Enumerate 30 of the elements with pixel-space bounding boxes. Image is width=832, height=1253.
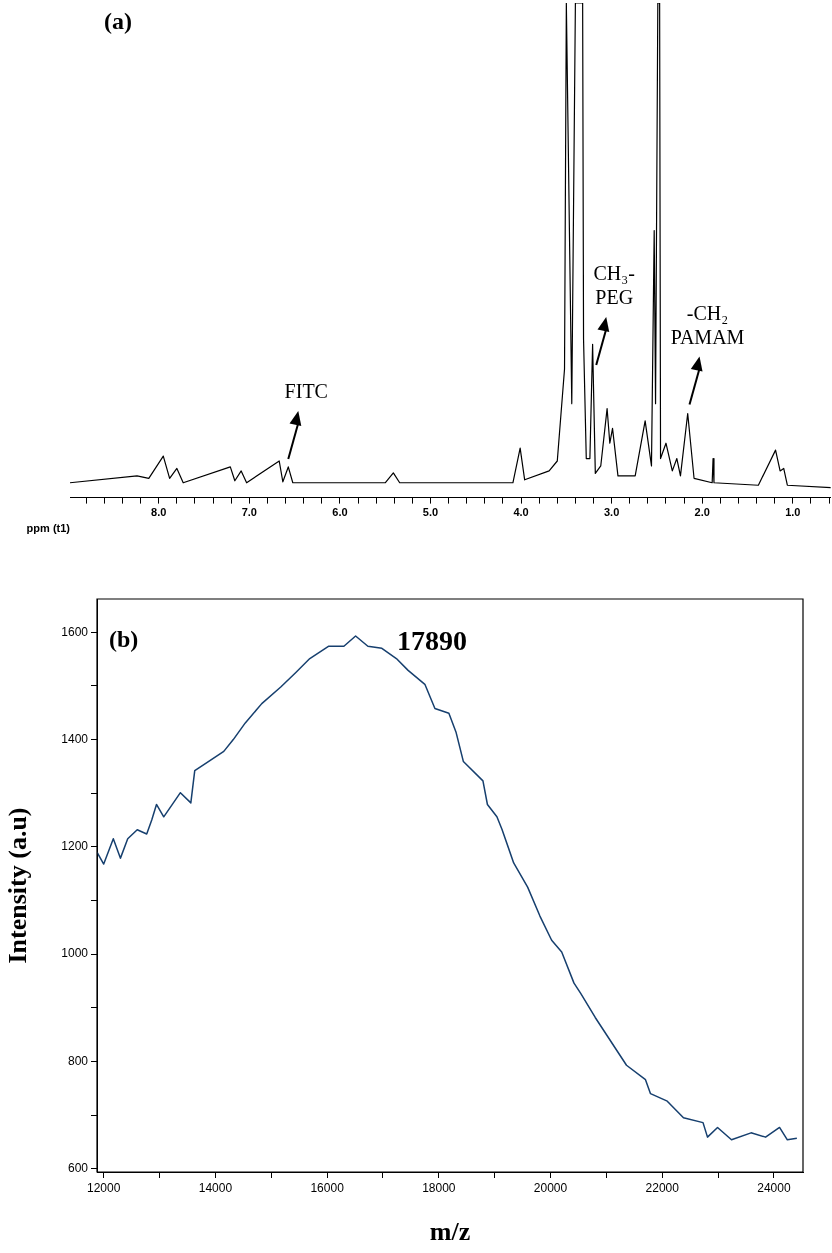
x-tick-label: 24000 (757, 1180, 791, 1195)
x-tick-label: 16000 (310, 1180, 345, 1195)
x-tick-label: 5.0 (422, 506, 439, 519)
x-tick-label: 4.0 (513, 506, 529, 519)
x-tick-label: 22000 (645, 1180, 680, 1195)
x-tick-label: 20000 (533, 1180, 568, 1195)
y-tick-label: 1400 (61, 731, 89, 746)
text: (b) (109, 626, 139, 653)
x-tick-label: 6.0 (332, 506, 348, 519)
x-tick-label: 3.0 (603, 506, 620, 519)
x-tick-label: 7.0 (241, 506, 257, 519)
x-axis-title: ppm (t1) (26, 522, 71, 535)
y-tick-label: 1200 (61, 839, 89, 854)
annotation: FITC (284, 380, 328, 403)
y-tick-label: 800 (67, 1053, 89, 1068)
x-tick-label: 8.0 (151, 506, 167, 519)
x-tick-label: 14000 (198, 1180, 233, 1195)
annotation: CH₃- PEG (593, 262, 635, 309)
y-tick-label: 1600 (61, 624, 89, 639)
y-tick-label: 600 (67, 1161, 89, 1176)
y-tick-label: 1000 (61, 946, 89, 961)
annotation: 17890 (397, 625, 468, 657)
x-tick-label: 18000 (422, 1180, 456, 1195)
x-tick-label: 2.0 (694, 506, 710, 519)
chart-title: (a) (104, 8, 132, 35)
x-tick-label: 1.0 (785, 506, 801, 519)
x-tick-label: 12000 (87, 1180, 121, 1195)
x-axis-title: m/z (429, 1217, 471, 1247)
annotation: -CH₂ PAMAM (670, 301, 745, 348)
y-axis-title: Intensity (a.u) (3, 807, 33, 964)
